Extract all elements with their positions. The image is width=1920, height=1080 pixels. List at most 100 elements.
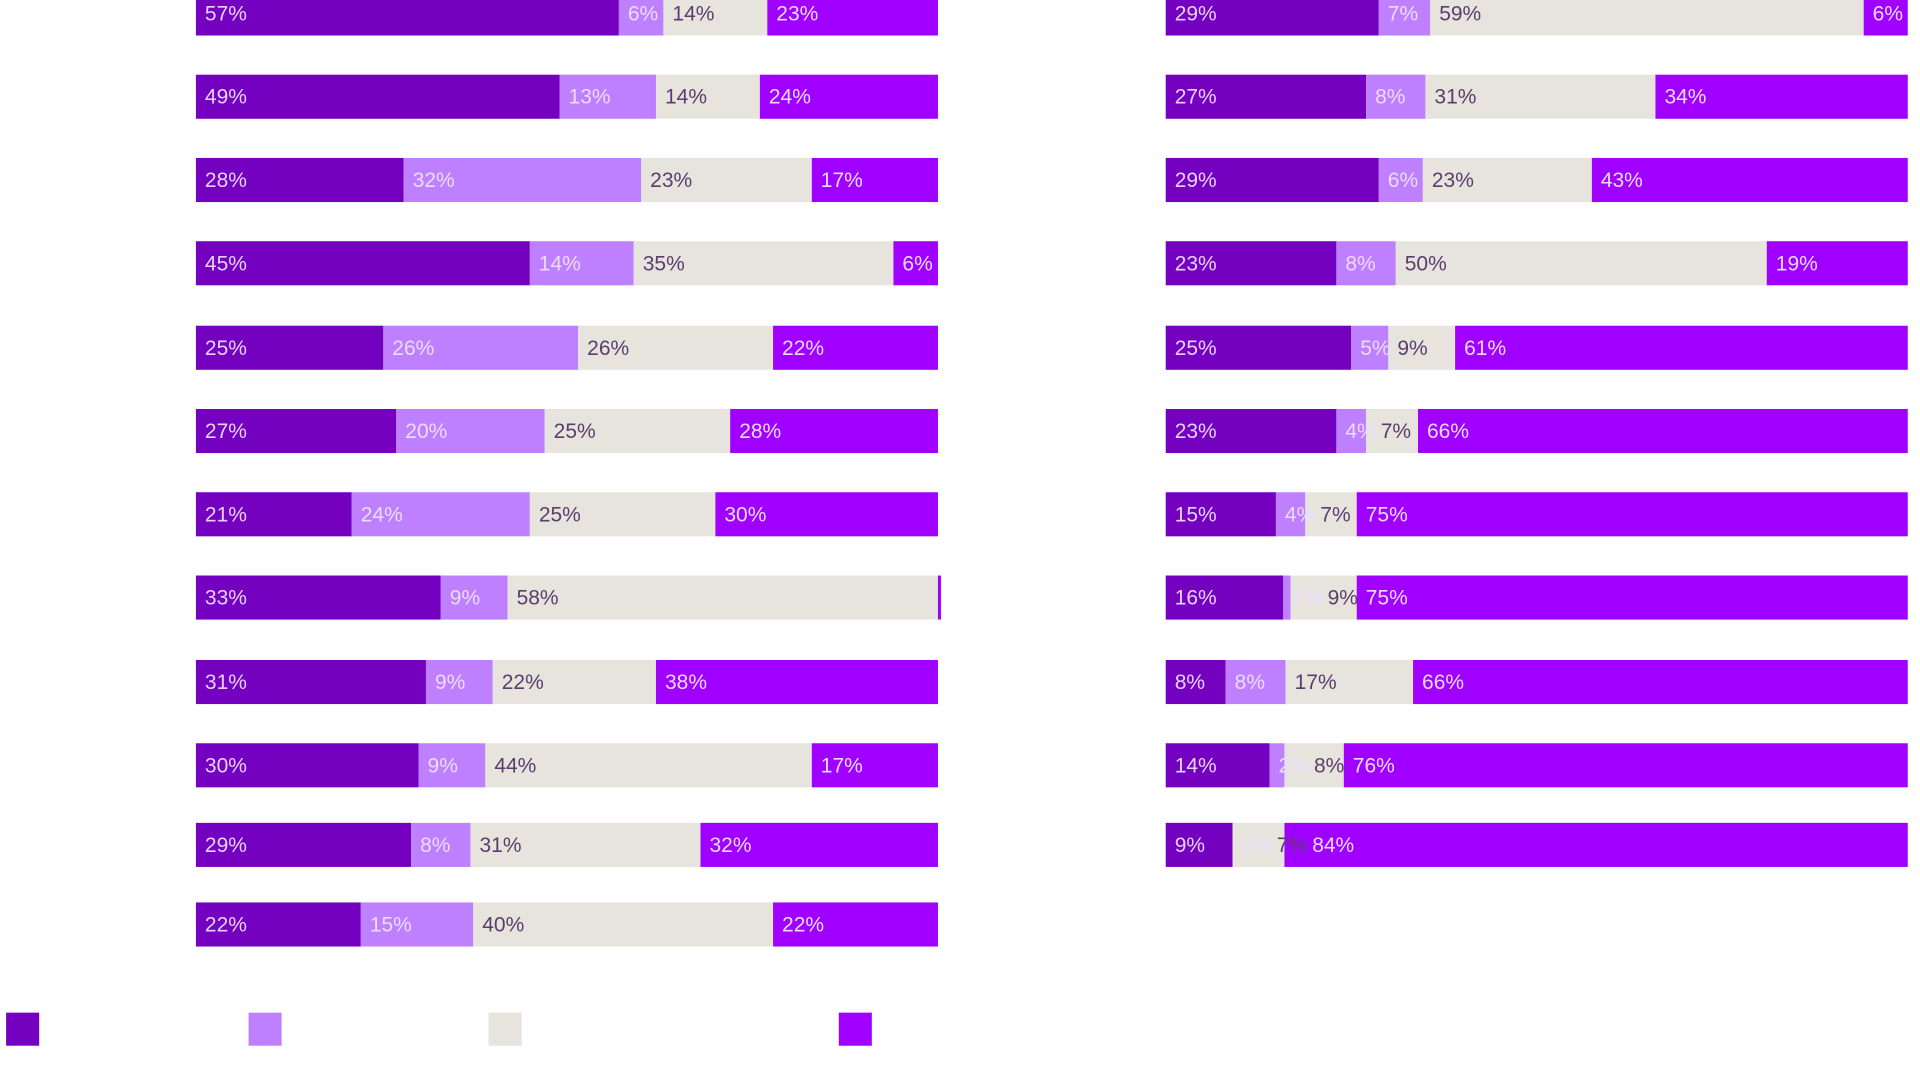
data-label: 25% [539, 503, 581, 526]
bar-row: 57% 6% 14% 23% [195, 0, 938, 36]
data-label: 2% [1279, 754, 1309, 777]
bar-segment-2 [411, 822, 471, 867]
bar-segment-2 [1275, 492, 1306, 537]
data-label: 15% [1175, 503, 1217, 526]
bar-segment-4 [893, 241, 938, 286]
data-label: 25% [1175, 337, 1217, 360]
data-label: 17% [821, 169, 863, 192]
data-label: 4% [1285, 503, 1315, 526]
bar-segment-4 [1591, 157, 1908, 203]
bar-segment-4 [715, 492, 938, 537]
legend-swatch-2 [248, 1012, 282, 1046]
data-label: 40% [482, 913, 524, 936]
bar-segment-3 [507, 575, 938, 620]
data-label: 59% [1439, 2, 1481, 25]
bar-segment-4 [1413, 660, 1908, 705]
bar-row: 15% 4% 7% 75% [1165, 492, 1908, 537]
data-label: 28% [739, 420, 781, 443]
bar-segment-3 [1366, 408, 1419, 454]
bar-segment-1 [195, 492, 352, 537]
bar-segment-2 [1378, 157, 1423, 203]
data-label: 32% [710, 834, 752, 857]
data-label: 7% [1320, 503, 1350, 526]
bar-segment-1 [1165, 408, 1337, 454]
data-label: 31% [479, 834, 521, 857]
bar-segment-4 [811, 743, 938, 788]
bar-segment-4 [811, 157, 938, 203]
panel-2: 29% 7% 59% 6% 27% 8% 31% 34% 29% 6% 23% 43% 23% 8% 50%… [1165, 0, 1908, 867]
bar-segment-1 [1165, 325, 1352, 370]
bar-row: 23% 8% 50% 19% [1165, 241, 1908, 286]
bar-segment-4 [767, 0, 938, 36]
data-label: 26% [392, 337, 434, 360]
bar-row: 49% 13% 14% 24% [195, 74, 938, 119]
data-label: 29% [1175, 2, 1217, 25]
data-label: 6% [1388, 169, 1418, 192]
bar-row: 29% 6% 23% 43% [1165, 157, 1908, 203]
bar-segment-4 [1766, 241, 1908, 286]
data-label: 8% [1175, 671, 1205, 694]
data-label: 61% [1464, 337, 1506, 360]
data-label: 9% [1397, 337, 1427, 360]
bar-row: 29% 8% 31% 32% [195, 822, 938, 867]
data-label: 7% [1388, 2, 1418, 25]
data-label: 27% [205, 420, 247, 443]
bar-segment-2 [1336, 408, 1367, 454]
data-label: 4% [1345, 420, 1375, 443]
bar-segment-2 [1225, 660, 1286, 705]
bar-segment-1 [195, 241, 530, 286]
bar-segment-4 [1455, 325, 1908, 370]
bar-segment-2 [1351, 325, 1389, 370]
bar-segment-2 [440, 575, 508, 620]
data-label: 23% [1175, 252, 1217, 275]
data-label: 24% [361, 503, 403, 526]
data-label: 75% [1366, 503, 1408, 526]
bar-segment-1 [195, 408, 397, 454]
data-label: 50% [1405, 252, 1447, 275]
bar-segment-1 [195, 660, 426, 705]
data-label: 7% [1277, 834, 1307, 857]
data-label: 29% [1175, 169, 1217, 192]
data-label: 19% [1776, 252, 1818, 275]
data-label: 25% [554, 420, 596, 443]
bar-segment-1 [1165, 241, 1337, 286]
bar-row: 33% 9% 58% [195, 575, 941, 620]
bar-segment-3 [544, 408, 731, 454]
data-label: 14% [665, 86, 707, 109]
data-label: 9% [1328, 587, 1358, 610]
bar-row: 28% 32% 23% 17% [195, 157, 938, 203]
data-label: 6% [902, 252, 932, 275]
bar-segment-3 [485, 743, 812, 788]
data-label: 21% [205, 503, 247, 526]
bar-segment-1 [1165, 74, 1367, 119]
bar-row: 21% 24% 25% 30% [195, 492, 938, 537]
data-label: 7% [1381, 420, 1411, 443]
bar-segment-1 [195, 743, 419, 788]
bar-row: 29% 7% 59% 6% [1165, 0, 1908, 36]
data-label: 9% [450, 587, 480, 610]
data-label: 9% [1175, 834, 1205, 857]
bar-row: 16% 1% 9% 75% [1165, 575, 1908, 620]
bar-segment-3 [1422, 157, 1592, 203]
bar-row: 8% 8% 17% 66% [1165, 660, 1908, 705]
bar-segment-1 [1165, 743, 1270, 788]
bar-segment-3 [1388, 325, 1456, 370]
bar-segment-2 [1366, 74, 1426, 119]
bar-segment-3 [529, 492, 716, 537]
bar-segment-4 [700, 822, 938, 867]
data-label: 22% [205, 913, 247, 936]
bar-segment-2 [360, 902, 474, 947]
bar-segment-1 [195, 325, 384, 370]
data-label: 9% [428, 754, 458, 777]
bar-row: 27% 20% 25% 28% [195, 408, 938, 454]
bar-segment-4 [1655, 74, 1908, 119]
bar-segment-1 [1165, 492, 1276, 537]
bar-segment-3 [641, 157, 812, 203]
data-label: 26% [587, 337, 629, 360]
data-label: 8% [1314, 754, 1344, 777]
data-label: 20% [405, 420, 447, 443]
bar-segment-2 [425, 660, 493, 705]
bar-segment-1 [195, 74, 560, 119]
bar-segment-4 [730, 408, 938, 454]
data-label: 8% [420, 834, 450, 857]
